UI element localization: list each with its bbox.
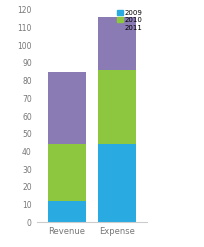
Bar xyxy=(98,17,136,70)
Legend: 2009, 2010, 2011: 2009, 2010, 2011 xyxy=(116,9,143,31)
Bar xyxy=(48,72,85,144)
Bar xyxy=(48,144,85,201)
Bar xyxy=(48,201,85,222)
Bar xyxy=(98,144,136,222)
Bar xyxy=(98,70,136,144)
